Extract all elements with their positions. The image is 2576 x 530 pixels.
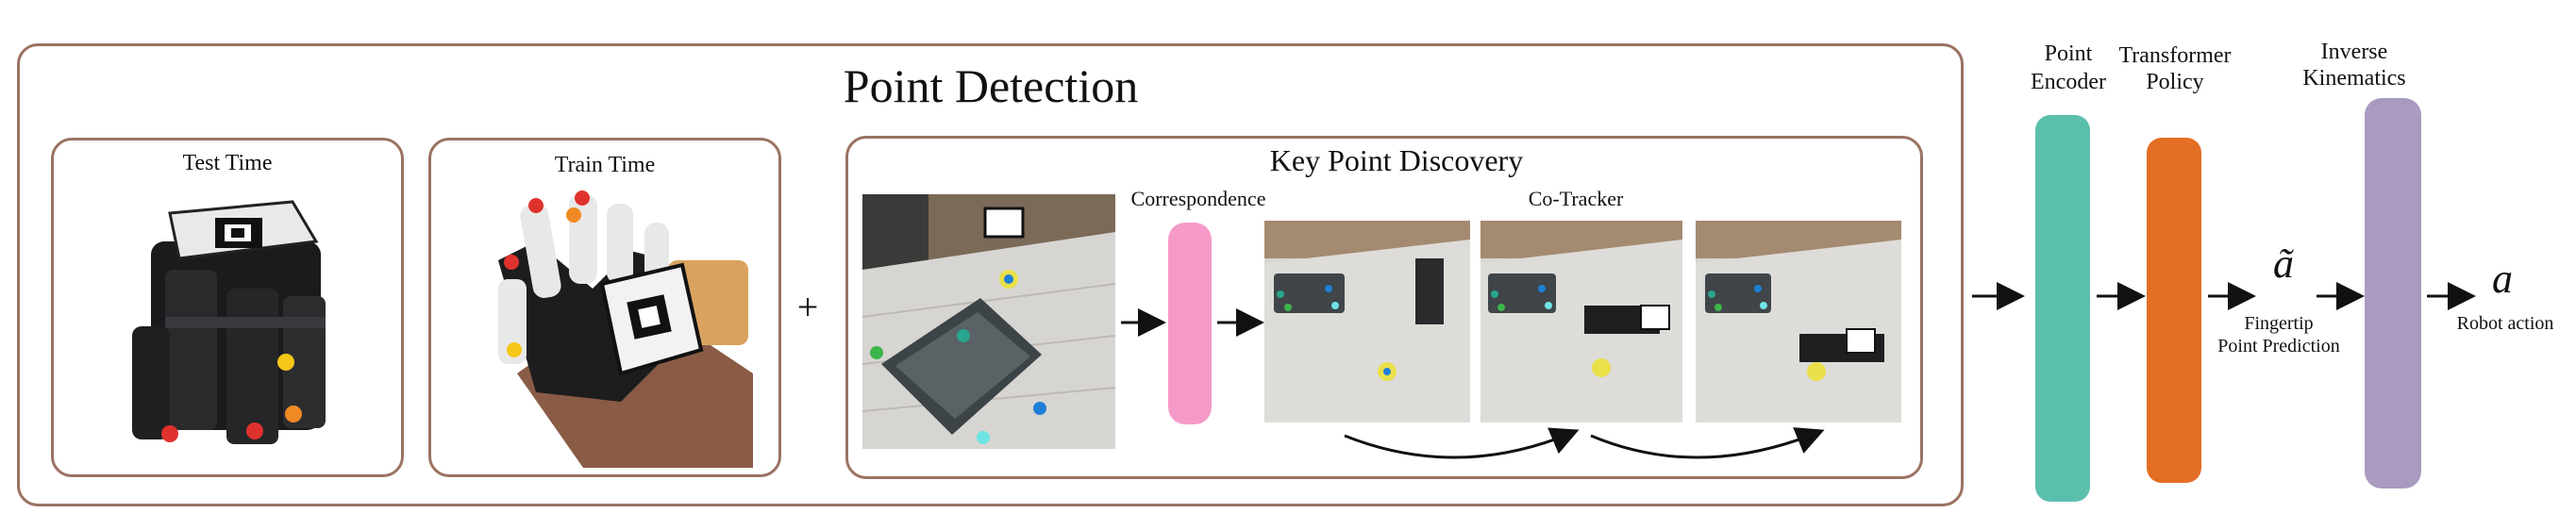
transformer-policy-label-line-2: Policy xyxy=(2146,70,2204,94)
inverse-kinematics-block xyxy=(2365,98,2421,489)
arrow-frame2-to-frame3 xyxy=(1590,427,1825,459)
transformer-policy-label-line-1: Transformer xyxy=(2118,43,2232,68)
point-encoder-label-line-2: Encoder xyxy=(2031,70,2106,94)
robot-action-symbol: a xyxy=(2492,256,2513,302)
correspondence-module xyxy=(1168,223,1212,424)
robot-action-label: Robot action xyxy=(2456,313,2554,334)
test-time-panel xyxy=(51,138,404,477)
co-tracker-label: Co-Tracker xyxy=(1528,187,1624,210)
tracking-frame-2 xyxy=(1480,221,1682,422)
fingertip-label-line-2: Point Prediction xyxy=(2217,336,2340,356)
correspondence-label: Correspondence xyxy=(1130,187,1266,210)
train-time-panel xyxy=(428,138,781,477)
hand-in-glove-photo xyxy=(479,185,753,468)
basket-scene-photo xyxy=(862,194,1115,449)
train-time-label: Train Time xyxy=(554,153,656,177)
key-point-discovery-title: Key Point Discovery xyxy=(1269,143,1524,177)
fingertip-label-line-1: Fingertip xyxy=(2244,313,2314,334)
transformer-policy-block xyxy=(2147,138,2201,483)
test-time-label: Test Time xyxy=(182,151,273,175)
arrow-frame1-to-frame2 xyxy=(1344,427,1580,459)
point-detection-frame xyxy=(17,43,1964,506)
inverse-kinematics-label-line-2: Kinematics xyxy=(2302,66,2406,91)
point-encoder-block xyxy=(2035,115,2090,502)
tracking-frame-3 xyxy=(1696,221,1901,422)
point-encoder-label-line-1: Point xyxy=(2044,41,2093,66)
point-detection-title: Point Detection xyxy=(843,59,1139,112)
inverse-kinematics-label-line-1: Inverse xyxy=(2320,40,2388,64)
glove-with-marker-photo xyxy=(113,185,349,460)
fingertip-symbol: ã xyxy=(2273,240,2294,287)
key-point-discovery-panel xyxy=(845,136,1923,479)
tracking-frame-1 xyxy=(1264,221,1470,422)
plus-sign: + xyxy=(796,286,819,328)
